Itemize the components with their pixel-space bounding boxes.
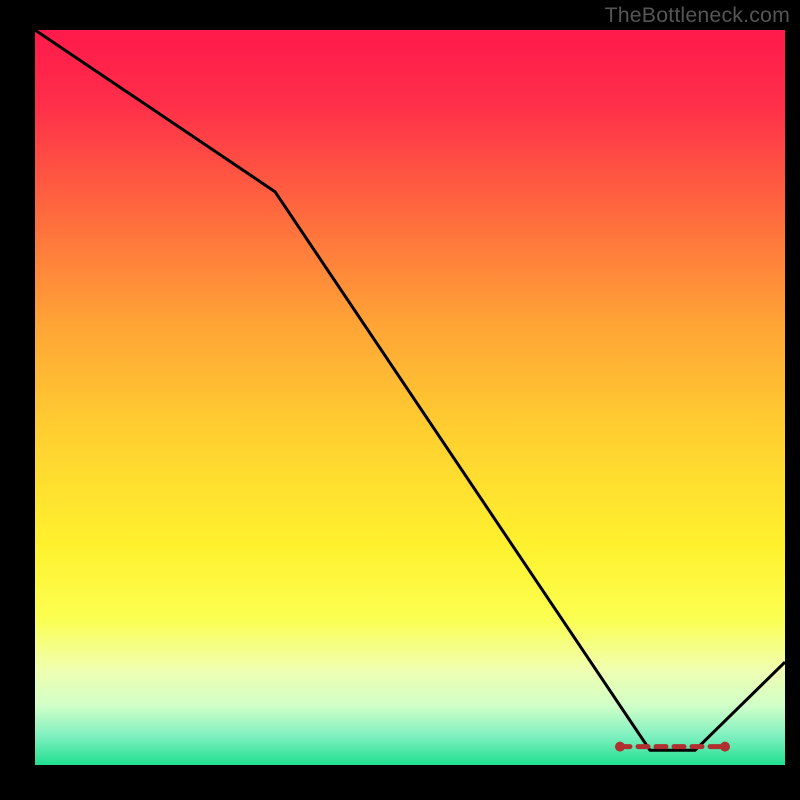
border-left (0, 0, 35, 800)
chart-svg (0, 0, 800, 800)
watermark-text: TheBottleneck.com (605, 3, 790, 28)
chart-background (35, 30, 785, 765)
border-bottom (0, 765, 800, 800)
border-right (785, 0, 800, 800)
range-end-dot (720, 742, 730, 752)
chart-container: TheBottleneck.com (0, 0, 800, 800)
range-start-dot (615, 742, 625, 752)
